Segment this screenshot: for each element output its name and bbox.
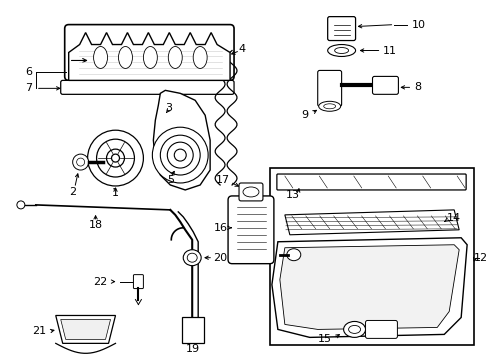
Polygon shape: [153, 90, 210, 190]
FancyBboxPatch shape: [372, 76, 398, 94]
Circle shape: [88, 130, 144, 186]
Polygon shape: [56, 315, 116, 343]
Text: 3: 3: [165, 103, 172, 113]
Text: 2: 2: [69, 187, 76, 197]
Polygon shape: [69, 32, 230, 80]
Text: 13: 13: [286, 190, 300, 200]
Text: 5: 5: [167, 175, 174, 185]
Bar: [182, 318, 204, 343]
Text: 12: 12: [474, 253, 488, 263]
Text: 19: 19: [186, 345, 200, 354]
Text: 1: 1: [112, 188, 119, 198]
Circle shape: [106, 149, 124, 167]
Text: 7: 7: [25, 84, 32, 93]
Polygon shape: [272, 238, 467, 337]
FancyBboxPatch shape: [61, 80, 234, 94]
Circle shape: [160, 135, 200, 175]
Circle shape: [17, 201, 25, 209]
Circle shape: [73, 154, 89, 170]
FancyBboxPatch shape: [328, 17, 356, 41]
FancyBboxPatch shape: [228, 196, 274, 264]
Ellipse shape: [187, 253, 197, 262]
Text: 20: 20: [213, 253, 227, 263]
Text: 8: 8: [414, 82, 421, 93]
FancyBboxPatch shape: [133, 275, 144, 289]
Polygon shape: [285, 210, 459, 235]
Ellipse shape: [94, 46, 107, 68]
Ellipse shape: [343, 321, 366, 337]
Ellipse shape: [119, 46, 132, 68]
Text: 15: 15: [318, 334, 332, 345]
Text: 18: 18: [89, 220, 102, 230]
FancyBboxPatch shape: [239, 183, 263, 201]
Ellipse shape: [328, 45, 356, 57]
Polygon shape: [280, 245, 459, 329]
Circle shape: [167, 142, 193, 168]
Ellipse shape: [183, 250, 201, 266]
Text: 9: 9: [301, 110, 308, 120]
Ellipse shape: [318, 101, 341, 111]
Ellipse shape: [335, 48, 348, 54]
Circle shape: [112, 154, 120, 162]
Text: 17: 17: [216, 175, 230, 185]
Circle shape: [97, 139, 134, 177]
Text: 14: 14: [447, 213, 462, 223]
FancyBboxPatch shape: [277, 174, 466, 190]
Text: 22: 22: [94, 276, 108, 287]
Ellipse shape: [348, 325, 361, 333]
Ellipse shape: [168, 46, 182, 68]
FancyBboxPatch shape: [318, 71, 342, 106]
Text: 11: 11: [382, 45, 396, 55]
Circle shape: [152, 127, 208, 183]
Text: 16: 16: [214, 223, 228, 233]
Text: 10: 10: [412, 19, 426, 30]
Text: 21: 21: [32, 327, 46, 336]
Ellipse shape: [193, 46, 207, 68]
Text: 6: 6: [25, 67, 32, 77]
Ellipse shape: [287, 249, 301, 261]
Text: 4: 4: [239, 44, 245, 54]
Ellipse shape: [144, 46, 157, 68]
Circle shape: [76, 158, 85, 166]
Ellipse shape: [243, 187, 259, 197]
Polygon shape: [61, 319, 111, 339]
FancyBboxPatch shape: [366, 320, 397, 338]
FancyBboxPatch shape: [65, 24, 234, 80]
Bar: [270, 168, 474, 345]
Ellipse shape: [324, 104, 336, 109]
Circle shape: [174, 149, 186, 161]
